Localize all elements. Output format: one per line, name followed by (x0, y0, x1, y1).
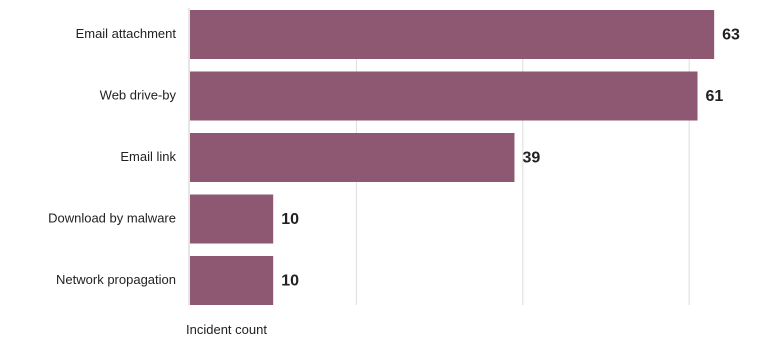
bar-download-by-malware (190, 194, 274, 244)
category-label-email-link: Email link (120, 149, 176, 164)
category-label-download-by-malware: Download by malware (48, 210, 176, 225)
category-label-email-attachment: Email attachment (76, 26, 177, 41)
value-label-email-link: 39 (522, 150, 540, 167)
bar-email-attachment (190, 10, 715, 59)
category-labels: Email attachment Web drive-by Email link Do… (48, 26, 176, 287)
value-label-web-drive-by: 61 (706, 88, 724, 105)
x-axis-title: Incident count (186, 322, 267, 337)
value-labels: 63 61 39 10 10 (281, 27, 740, 290)
category-label-web-drive-by: Web drive-by (100, 87, 177, 102)
value-label-network-propagation: 10 (281, 273, 299, 290)
category-label-network-propagation: Network propagation (56, 272, 176, 287)
bar-network-propagation (190, 256, 274, 305)
value-label-email-attachment: 63 (722, 27, 740, 44)
bar-email-link (190, 133, 515, 182)
value-label-download-by-malware: 10 (281, 211, 299, 228)
bar-web-drive-by (190, 71, 698, 121)
bars (190, 10, 715, 305)
